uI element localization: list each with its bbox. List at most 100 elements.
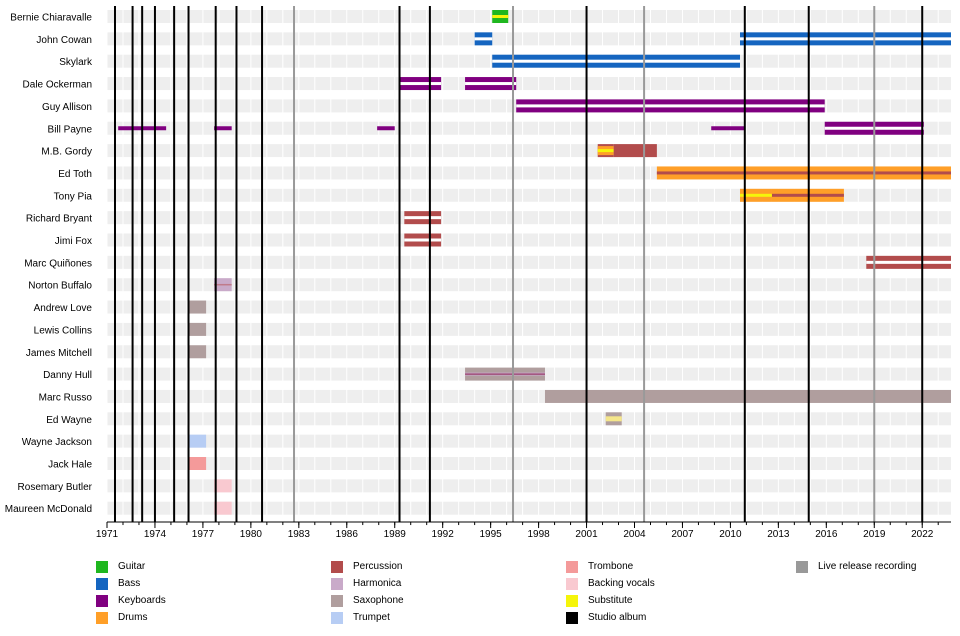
member-label: Skylark: [59, 57, 93, 68]
member-bar: [404, 211, 442, 225]
x-tick-label: 2010: [719, 529, 742, 540]
legend-item: Harmonica: [331, 575, 401, 592]
legend-item: Bass: [96, 575, 140, 592]
bar-stripe: [399, 82, 442, 86]
legend-label: Backing vocals: [588, 578, 655, 589]
bar-segment: [188, 457, 207, 470]
legend-label: Drums: [118, 612, 148, 623]
member-label: Bill Payne: [48, 124, 93, 135]
row-stripe: [107, 501, 951, 515]
member-label: Andrew Love: [34, 303, 93, 314]
member-label: Guy Allison: [42, 102, 92, 113]
member-bar: [866, 255, 951, 269]
member-bar: [740, 32, 951, 46]
row-stripe: [107, 121, 951, 135]
bar-stripe: [516, 104, 825, 108]
member-bar: [605, 412, 622, 426]
row-stripe: [107, 233, 951, 247]
legend-label: Keyboards: [118, 595, 166, 606]
member-labels: Bernie Chiaravalle John Cowan Skylark Dale …: [5, 13, 93, 516]
x-tick-label: 1971: [96, 529, 119, 540]
legend-label: Studio album: [588, 612, 647, 623]
event-lines: [113, 6, 924, 523]
x-tick-label: 1980: [240, 529, 263, 540]
member-label: Rosemary Butler: [18, 482, 93, 493]
member-label: Bernie Chiaravalle: [10, 13, 92, 24]
bar-stripe: [404, 216, 442, 220]
member-label: Maureen McDonald: [5, 504, 92, 515]
x-tick-label: 2001: [575, 529, 598, 540]
row-stripe: [107, 278, 951, 292]
legend-swatch: [566, 594, 578, 607]
bar-stripe: [214, 283, 232, 286]
member-label: M.B. Gordy: [41, 147, 92, 158]
member-label: Marc Quiñones: [24, 258, 92, 269]
row-stripe: [107, 479, 951, 493]
bar-stripe: [492, 15, 509, 18]
x-tick-label: 1986: [336, 529, 359, 540]
legend: Guitar Bass Keyboards Drums Percussion Harmon…: [96, 558, 956, 630]
row-stripe: [107, 144, 951, 158]
member-label: Norton Buffalo: [28, 281, 92, 292]
member-bar: [465, 367, 545, 381]
row-stripe: [107, 255, 951, 269]
legend-item: Trombone: [566, 558, 633, 575]
member-bar: [740, 188, 772, 202]
member-label: John Cowan: [36, 35, 92, 46]
legend-swatch: [566, 611, 578, 624]
bar-segment: [377, 126, 395, 131]
legend-item: Drums: [96, 609, 147, 626]
member-bar: [492, 10, 509, 23]
bar-stripe: [465, 82, 517, 86]
bar-segment: [613, 144, 657, 158]
x-tick-label: 1974: [144, 529, 167, 540]
member-bar: [188, 457, 207, 470]
bar-segment: [214, 501, 232, 515]
member-bar: [214, 479, 232, 493]
legend-swatch: [331, 577, 343, 590]
legend-label: Percussion: [353, 561, 403, 572]
row-stripe: [107, 211, 951, 225]
member-label: Richard Bryant: [26, 214, 92, 225]
member-bar: [492, 54, 740, 68]
x-tick-label: 2007: [671, 529, 694, 540]
legend-item: Keyboards: [96, 592, 166, 609]
x-tick-label: 1977: [192, 529, 215, 540]
member-bar: [597, 144, 614, 158]
member-bar: [188, 300, 207, 314]
bar-stripe: [740, 37, 951, 41]
member-label: Ed Toth: [58, 169, 92, 180]
bar-stripe: [465, 373, 545, 375]
x-tick-label: 2016: [815, 529, 838, 540]
row-stripe: [107, 345, 951, 359]
bar-segment: [214, 479, 232, 493]
legend-label: Bass: [118, 578, 141, 589]
x-tick-label: 1989: [384, 529, 407, 540]
member-bar: [516, 99, 825, 113]
legend-item: Live release recording: [796, 558, 916, 575]
legend-swatch: [796, 560, 808, 573]
bar-stripe: [597, 149, 614, 153]
legend-swatch: [96, 594, 108, 607]
member-bar: [214, 278, 232, 292]
member-label: Wayne Jackson: [22, 437, 92, 448]
legend-item: Percussion: [331, 558, 402, 575]
x-tick-label: 2022: [911, 529, 934, 540]
legend-label: Trombone: [588, 561, 634, 572]
member-bar: [377, 126, 395, 131]
bar-segment: [188, 322, 207, 336]
legend-item: Backing vocals: [566, 575, 655, 592]
x-tick-label: 2019: [863, 529, 886, 540]
legend-label: Guitar: [118, 561, 146, 572]
row-stripe: [107, 300, 951, 314]
member-bar: [399, 77, 442, 91]
legend-swatch: [331, 611, 343, 624]
row-stripe: [107, 457, 951, 470]
x-tick-label: 2013: [767, 529, 790, 540]
legend-label: Trumpet: [353, 612, 390, 623]
legend-label: Substitute: [588, 595, 633, 606]
legend-item: Studio album: [566, 609, 646, 626]
member-bar: [188, 434, 207, 448]
x-tick-label: 1995: [480, 529, 503, 540]
legend-item: Guitar: [96, 558, 145, 575]
